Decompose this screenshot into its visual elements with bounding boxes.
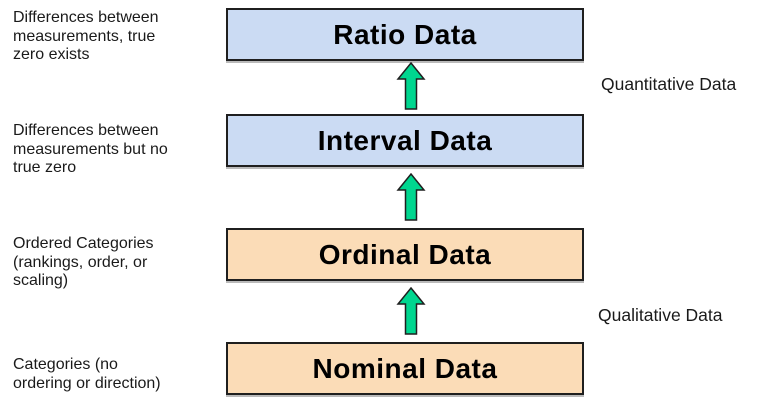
level-box-label: Ordinal Data: [318, 238, 492, 270]
description-nominal: Categories (no ordering or direction): [13, 356, 161, 392]
description-interval: Differences between measurements but no …: [13, 122, 168, 176]
level-box-label: Interval Data: [317, 124, 493, 156]
up-arrow-icon: [396, 62, 426, 110]
side-label-qualitative: Qualitative Data: [598, 305, 723, 325]
up-arrow-icon: [396, 173, 426, 221]
level-box-label: Ratio Data: [333, 18, 477, 50]
level-box-label: Nominal Data: [312, 352, 498, 384]
up-arrow-icon: [396, 287, 426, 335]
level-box-nominal: Nominal Data: [226, 342, 584, 395]
level-box-ordinal: Ordinal Data: [226, 228, 584, 281]
description-ratio: Differences between measurements, true z…: [13, 9, 159, 63]
side-label-quantitative: Quantitative Data: [601, 74, 737, 94]
description-ordinal: Ordered Categories (rankings, order, or …: [13, 235, 154, 289]
level-box-ratio: Ratio Data: [226, 8, 584, 61]
level-box-interval: Interval Data: [226, 114, 584, 167]
